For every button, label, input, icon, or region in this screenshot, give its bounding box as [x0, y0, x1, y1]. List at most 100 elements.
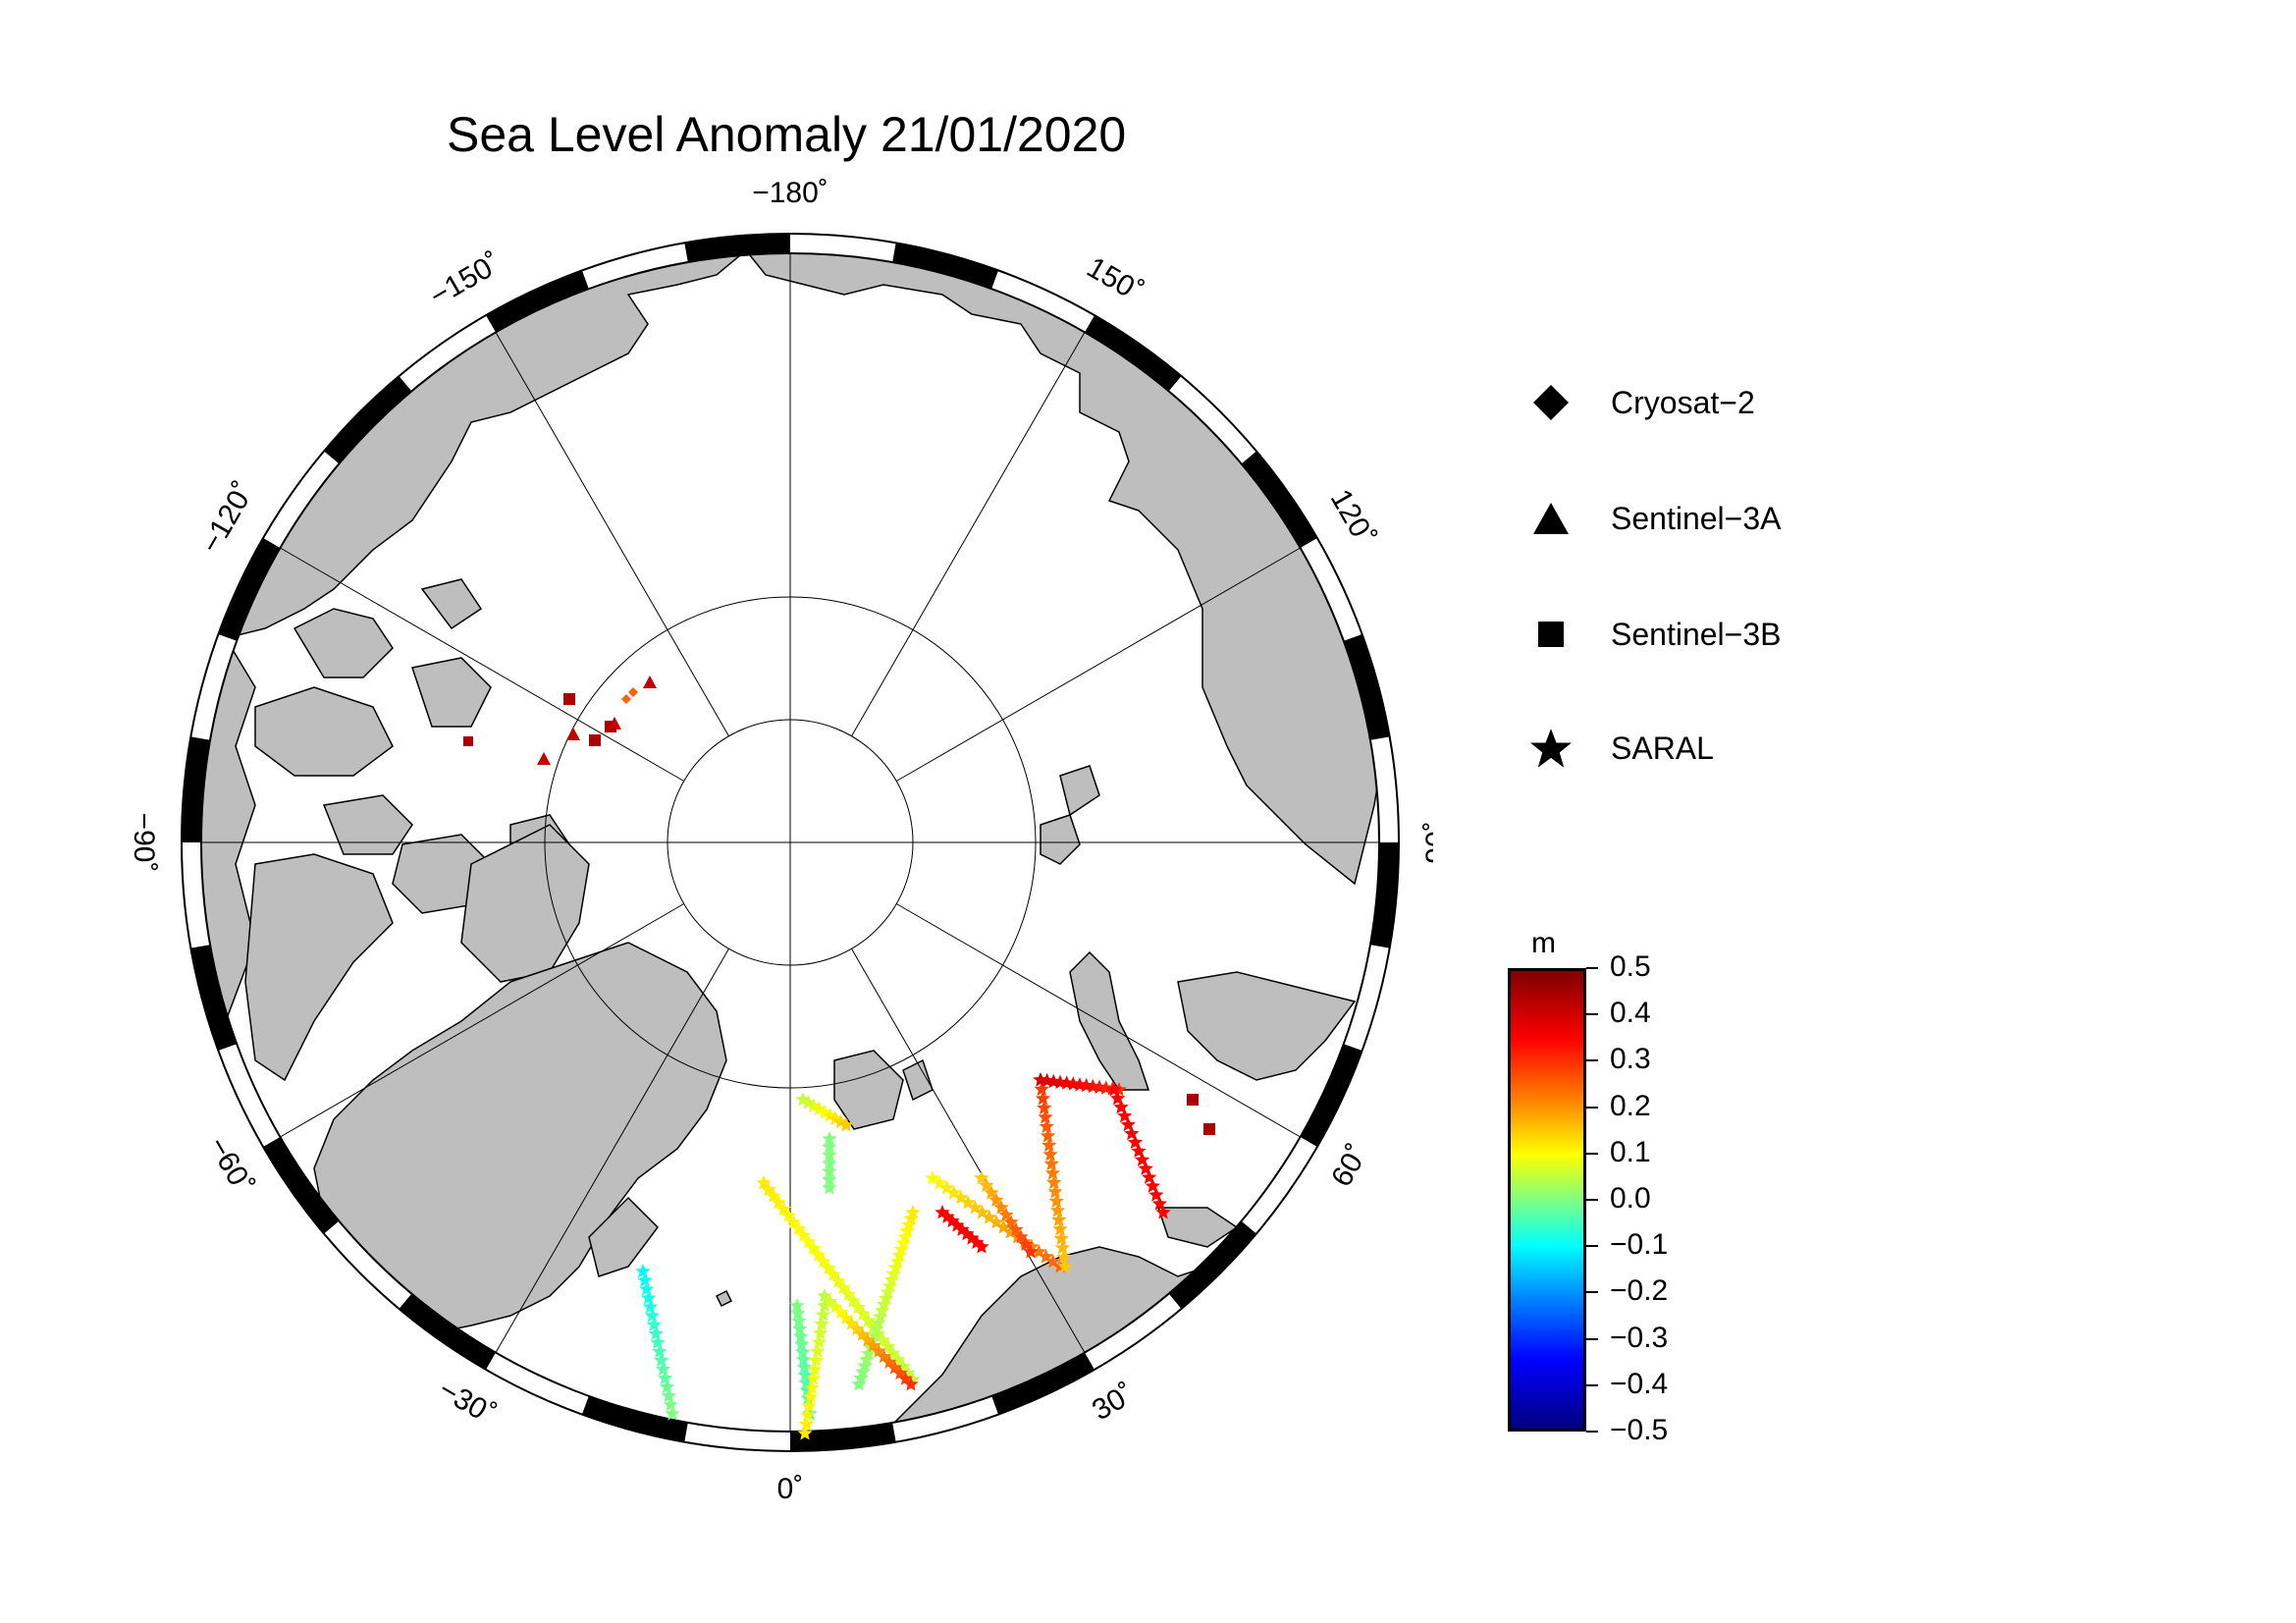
longitude-label: −180˚: [752, 177, 828, 209]
sentinel-3b-marker: [1203, 1123, 1215, 1135]
legend-item-cryosat: Cryosat−2: [1526, 373, 1755, 432]
saral-marker: [644, 1308, 660, 1323]
triangle-icon: [1526, 494, 1575, 543]
colorbar-tick-label: −0.4: [1610, 1367, 1669, 1400]
land-arch-3: [411, 657, 492, 728]
saral-marker: [794, 1336, 810, 1351]
saral-marker: [1048, 1193, 1064, 1208]
saral-marker: [903, 1211, 919, 1225]
saral-marker: [1040, 1128, 1056, 1143]
saral-marker: [792, 1321, 808, 1335]
frame-segment: [263, 1137, 340, 1234]
colorbar-tick: [1586, 1106, 1598, 1109]
colorbar-tick-label: −0.5: [1610, 1414, 1669, 1446]
saral-marker: [808, 1352, 824, 1368]
saral-marker: [635, 1264, 651, 1278]
land-arch-5: [322, 794, 413, 855]
saral-marker: [1023, 1244, 1039, 1259]
frame-segment: [1241, 451, 1317, 548]
saral-marker: [1155, 1205, 1171, 1219]
saral-marker: [1042, 1147, 1058, 1162]
saral-marker: [1049, 1203, 1066, 1217]
colorbar-tick-label: 0.0: [1610, 1182, 1651, 1215]
frame-segment: [684, 234, 790, 263]
saral-marker: [851, 1377, 867, 1391]
colorbar-tick-label: 0.1: [1610, 1135, 1651, 1168]
frame-segment: [1369, 842, 1399, 948]
colorbar-tick-label: −0.3: [1610, 1321, 1669, 1354]
frame-segment: [790, 1422, 896, 1451]
legend-label: Sentinel−3A: [1611, 500, 1782, 536]
saral-marker: [657, 1370, 673, 1385]
colorbar-tick: [1586, 1059, 1598, 1062]
frame-segment: [581, 1395, 688, 1442]
saral-marker: [811, 1334, 827, 1349]
saral-marker: [1034, 1081, 1049, 1096]
land-arch-1: [293, 608, 394, 678]
sentinel-3a-marker: [608, 717, 621, 730]
map-title: Sea Level Anomaly 21/01/2020: [447, 107, 1127, 162]
meridian-line: [495, 332, 729, 736]
saral-marker: [838, 1117, 854, 1132]
saral-marker: [822, 1171, 837, 1187]
saral-marker: [642, 1299, 659, 1314]
longitude-label: −120˚: [194, 476, 260, 559]
saral-marker: [789, 1298, 805, 1313]
frame-segment: [1300, 1044, 1362, 1147]
saral-marker: [1037, 1100, 1052, 1114]
longitude-label: 120˚: [1324, 484, 1382, 552]
colorbar-tick-label: 0.2: [1610, 1089, 1651, 1122]
saral-marker: [1035, 1091, 1051, 1106]
longitude-label: 90˚: [1420, 821, 1433, 863]
saral-marker: [822, 1163, 837, 1178]
saral-marker: [1039, 1118, 1054, 1133]
saral-marker: [803, 1388, 819, 1404]
colorbar-tick: [1586, 1291, 1598, 1294]
saral-marker: [656, 1361, 671, 1377]
saral-marker: [641, 1290, 657, 1305]
land-ellesmere: [460, 824, 590, 983]
saral-marker: [1038, 1109, 1053, 1124]
longitude-label: 150˚: [1082, 251, 1149, 309]
legend-label: Sentinel−3B: [1611, 616, 1782, 652]
saral-marker: [1041, 1137, 1057, 1152]
saral-marker: [1044, 1165, 1061, 1180]
frame: [181, 233, 1400, 1452]
sentinel-3a-marker: [537, 752, 551, 765]
longitude-label: −90˚: [128, 813, 160, 873]
colorbar-tick: [1586, 1199, 1598, 1201]
saral-marker: [1056, 1249, 1072, 1264]
saral-marker: [790, 1305, 806, 1321]
meridian-line: [495, 948, 729, 1353]
saral-marker: [652, 1343, 667, 1358]
sentinel-3b-marker: [1187, 1094, 1199, 1106]
saral-marker: [637, 1272, 653, 1287]
star-icon: [1526, 724, 1575, 773]
meridian-line: [280, 903, 684, 1138]
colorbar-tick: [1586, 1245, 1598, 1248]
saral-marker: [813, 1325, 828, 1340]
colorbar-tick: [1586, 1013, 1598, 1016]
colorbar-tick: [1586, 1383, 1598, 1386]
meridians: [201, 253, 1379, 1432]
saral-marker: [801, 1398, 817, 1413]
meridian-line: [896, 547, 1301, 782]
frame-segment: [399, 1293, 496, 1370]
meridian-line: [851, 948, 1086, 1353]
longitude-label: −150˚: [424, 246, 507, 312]
longitude-label: −30˚: [433, 1374, 501, 1432]
saral-marker: [1052, 1221, 1068, 1236]
legend-item-saral: SARAL: [1526, 719, 1714, 778]
frame-segment: [190, 945, 238, 1052]
sentinel-3b-marker: [463, 736, 473, 746]
land-russia-north: [1177, 971, 1357, 1081]
saral-marker: [648, 1325, 664, 1340]
frame-segment: [991, 1352, 1095, 1415]
meridian-line: [896, 903, 1301, 1138]
land-novaya-zemlya: [1069, 950, 1150, 1091]
saral-marker: [646, 1317, 662, 1331]
saral-marker: [1053, 1230, 1069, 1245]
sentinel-3b-marker: [589, 734, 601, 746]
saral-marker: [1046, 1174, 1062, 1189]
saral-marker: [822, 1131, 837, 1146]
